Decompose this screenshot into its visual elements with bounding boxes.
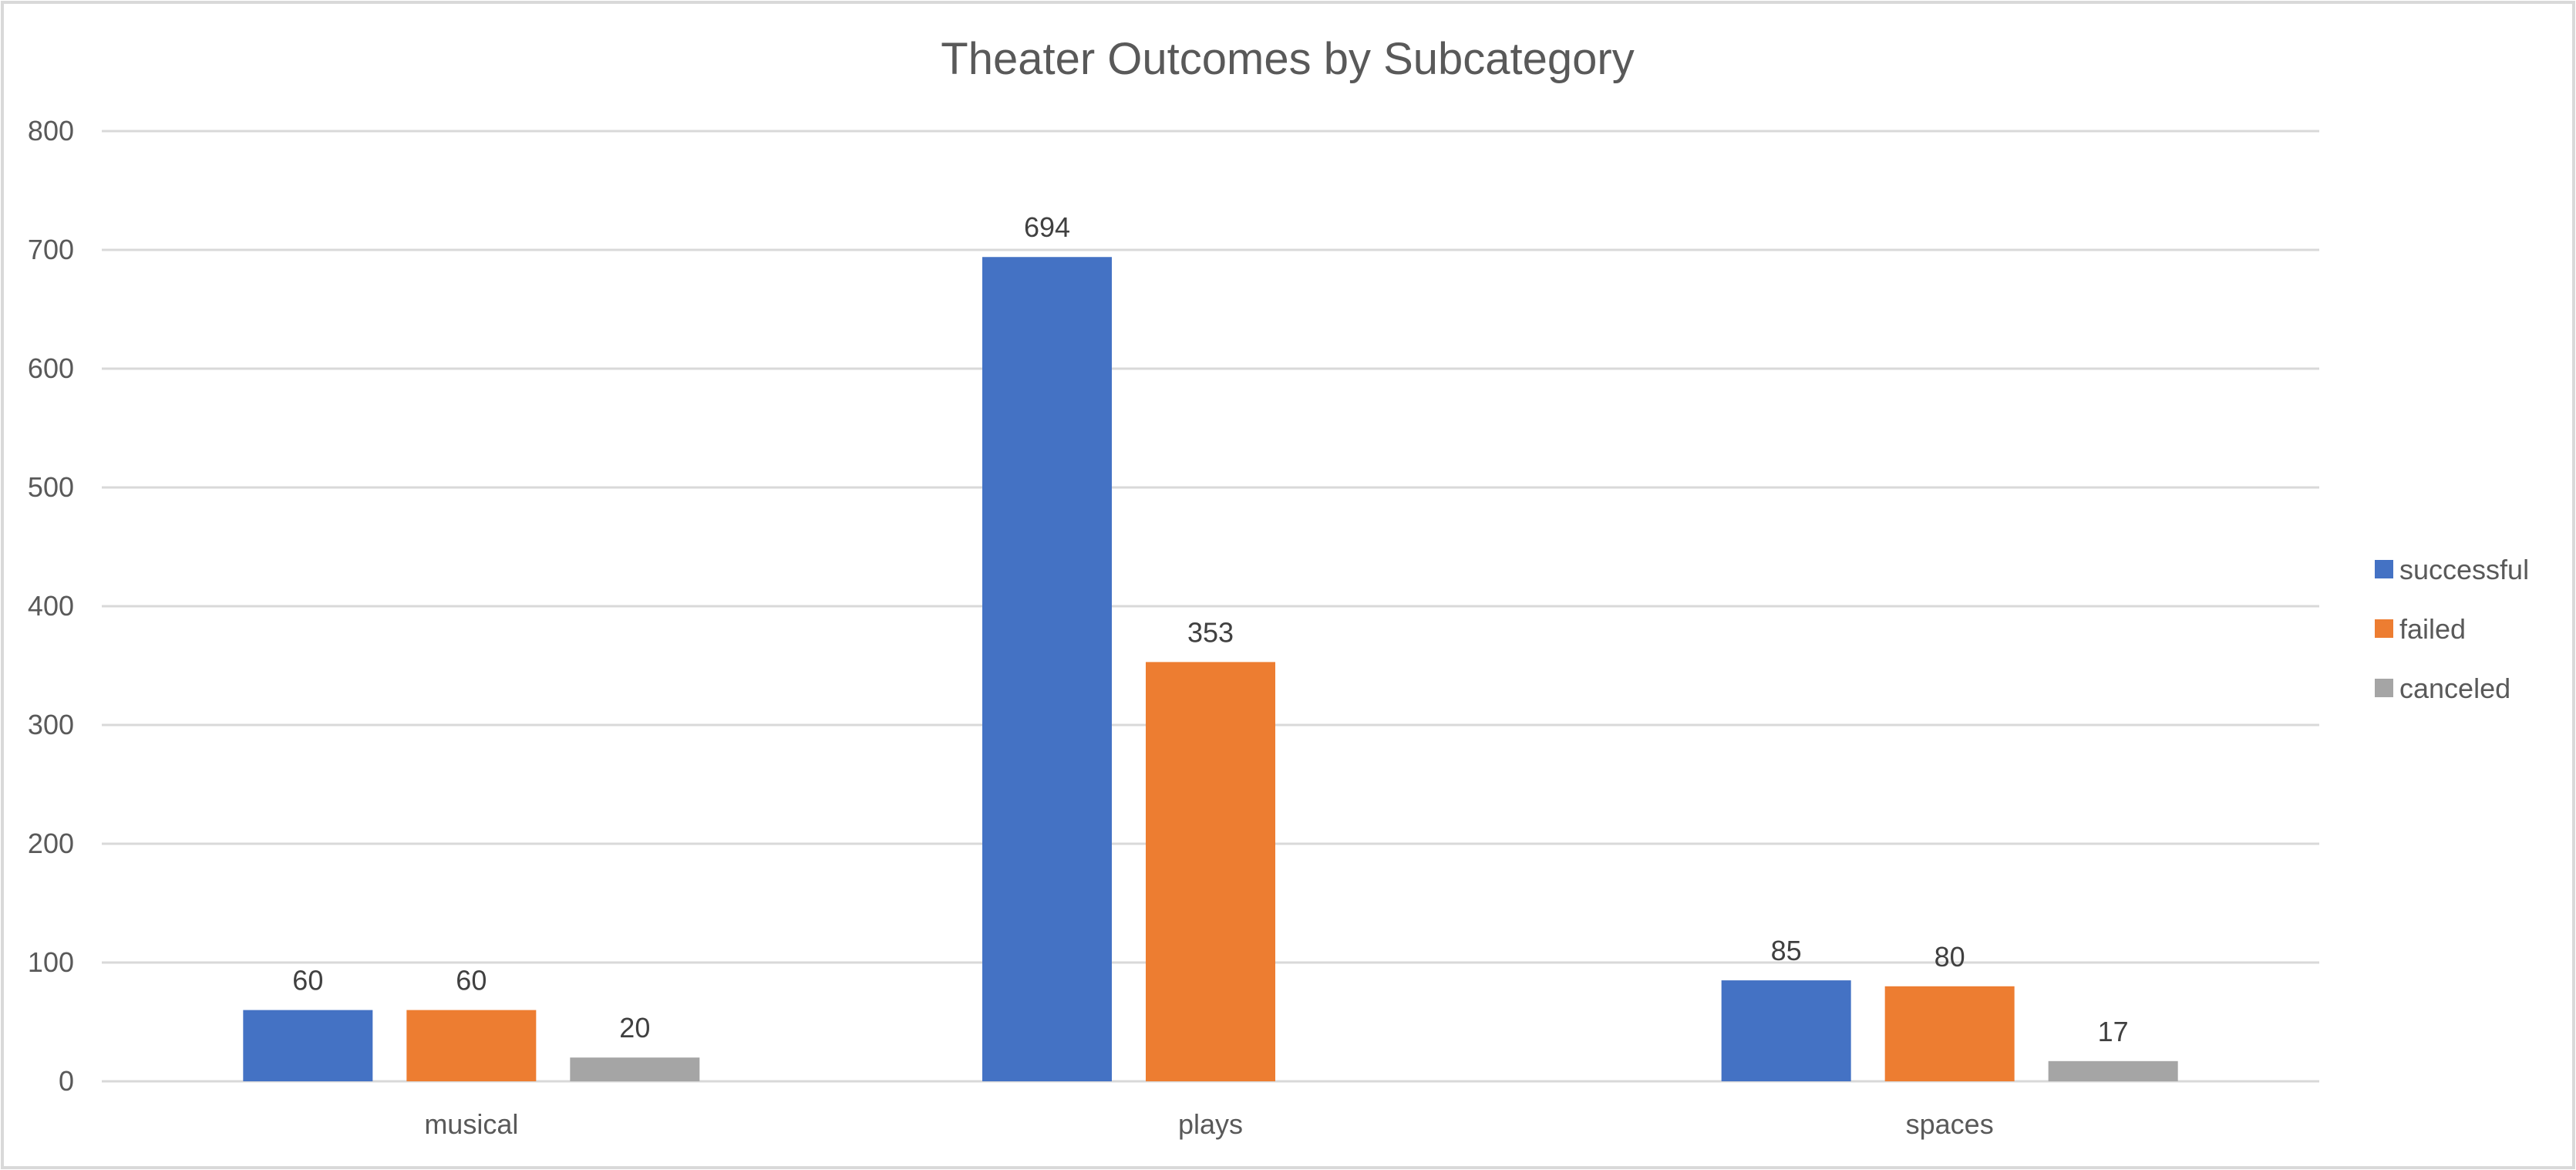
data-label-successful-musical: 60 <box>292 965 323 996</box>
y-tick-label: 800 <box>28 115 74 147</box>
y-axis-tick-labels: 0 100 200 300 400 500 600 700 800 <box>28 115 74 1097</box>
y-tick-label: 0 <box>59 1065 74 1097</box>
bar-canceled-spaces <box>2048 1060 2178 1081</box>
data-label-failed-spaces: 80 <box>1935 941 1965 973</box>
legend-item-failed: failed <box>2375 613 2466 645</box>
legend-swatch-canceled <box>2375 679 2393 697</box>
bar-failed-musical <box>406 1010 537 1081</box>
x-tick-label-spaces: spaces <box>1906 1108 1994 1140</box>
chart-title: Theater Outcomes by Subcategory <box>941 34 1634 84</box>
bar-successful-spaces <box>1721 980 1851 1081</box>
data-label-failed-plays: 353 <box>1187 616 1234 648</box>
x-axis-tick-labels: musical plays spaces <box>424 1108 1993 1140</box>
bar-canceled-musical <box>570 1057 700 1081</box>
legend-item-successful: successful <box>2375 554 2529 585</box>
data-label-canceled-musical: 20 <box>619 1012 650 1044</box>
y-tick-label: 500 <box>28 471 74 503</box>
y-tick-label: 400 <box>28 590 74 622</box>
y-tick-label: 100 <box>28 946 74 978</box>
legend-item-canceled: canceled <box>2375 673 2510 704</box>
y-tick-label: 700 <box>28 234 74 265</box>
bar-failed-plays <box>1146 662 1275 1081</box>
x-tick-label-musical: musical <box>424 1108 518 1140</box>
legend-label-successful: successful <box>2399 554 2529 585</box>
legend-label-failed: failed <box>2399 613 2466 645</box>
y-tick-label: 200 <box>28 828 74 859</box>
x-tick-label-plays: plays <box>1178 1108 1243 1140</box>
legend-swatch-failed <box>2375 619 2393 638</box>
legend: successful failed canceled <box>2375 554 2529 704</box>
legend-label-canceled: canceled <box>2399 673 2510 704</box>
y-tick-label: 300 <box>28 709 74 740</box>
data-label-failed-musical: 60 <box>456 965 487 996</box>
bar-successful-musical <box>243 1010 373 1081</box>
data-labels: 60 60 20 694 353 85 80 17 <box>292 211 2128 1047</box>
legend-swatch-successful <box>2375 560 2393 578</box>
data-label-successful-plays: 694 <box>1024 211 1070 243</box>
data-label-successful-spaces: 85 <box>1771 935 1802 966</box>
bar-failed-spaces <box>1884 986 2015 1081</box>
data-label-canceled-spaces: 17 <box>2098 1016 2129 1047</box>
bars <box>243 257 2178 1081</box>
y-tick-label: 600 <box>28 352 74 384</box>
bar-successful-plays <box>982 257 1112 1081</box>
